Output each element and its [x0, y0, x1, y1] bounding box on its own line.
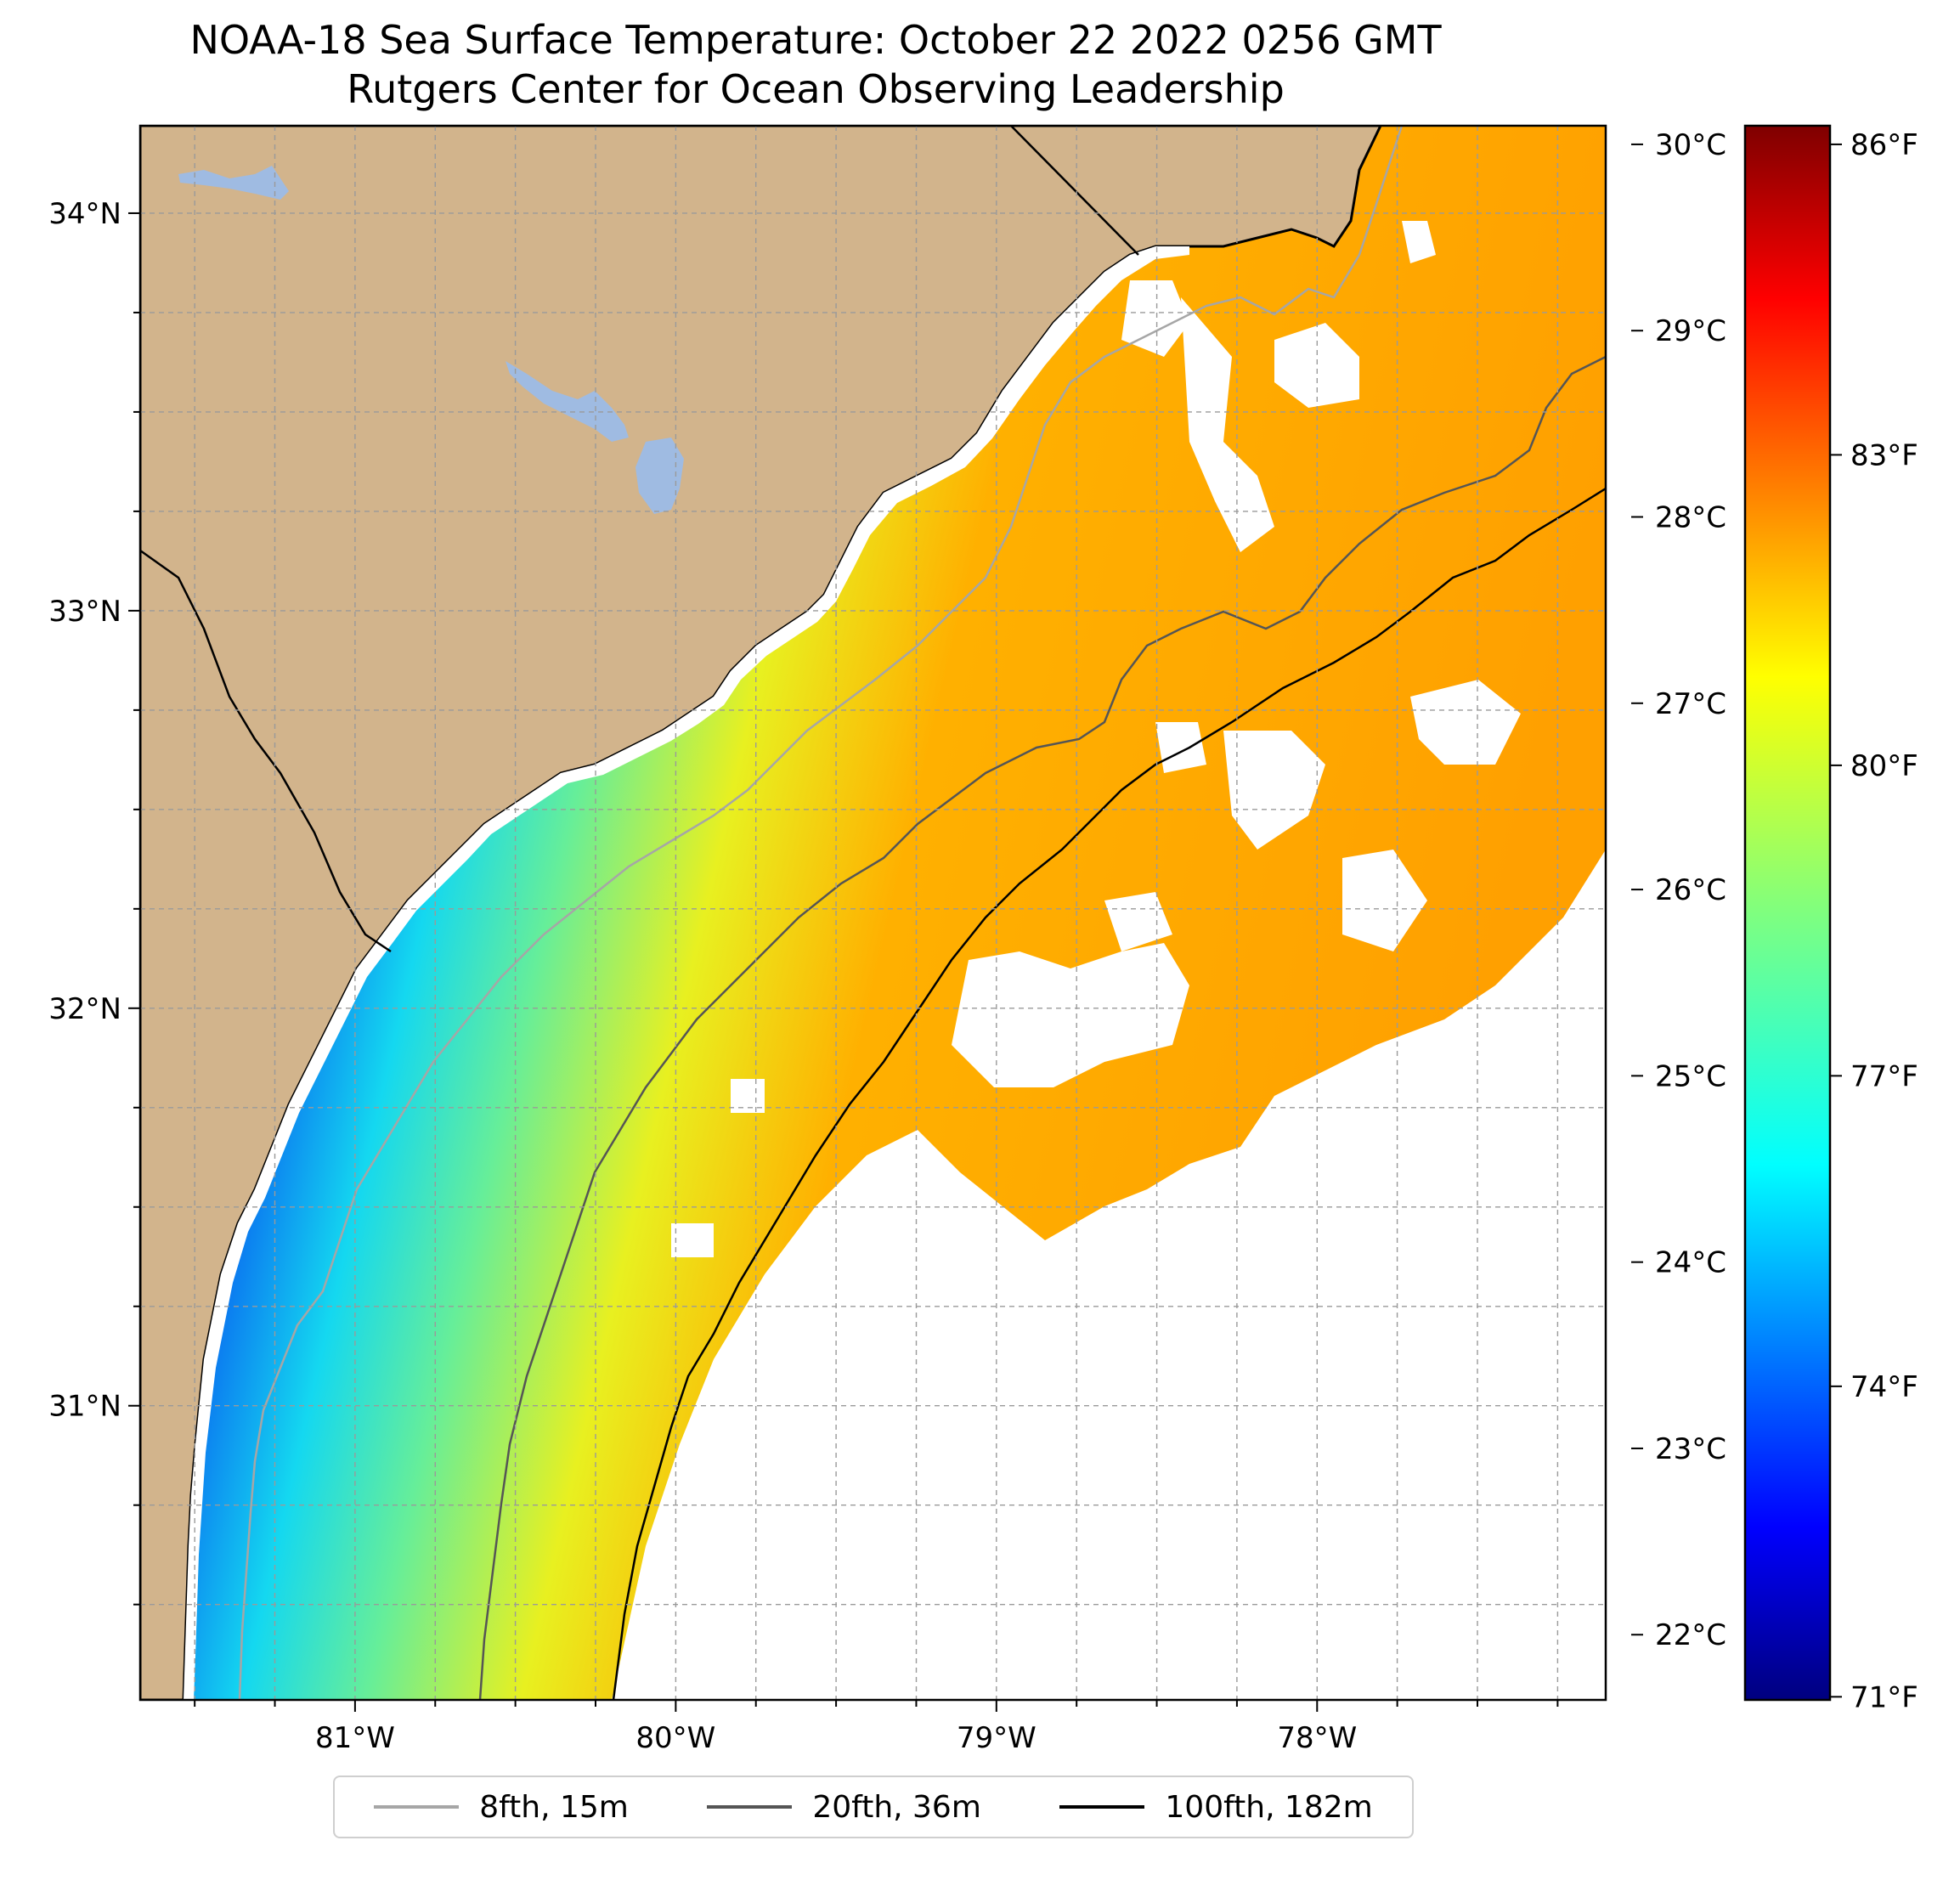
colorbar-ticks: [1631, 143, 1842, 1698]
legend-item-100fth: 100fth, 182m: [1059, 1789, 1373, 1825]
colorbar-labels: 30°C 29°C 28°C 27°C 26°C 25°C 24°C 23°C 22°C 86°F…: [1655, 128, 1918, 1714]
celsius-tick-label: 30°C: [1655, 128, 1726, 162]
state-boundary-inland: [140, 549, 392, 953]
axis-ticks: [128, 212, 1559, 1712]
legend-label: 20fth, 36m: [812, 1789, 981, 1825]
lakes: [178, 166, 684, 514]
longitude-tick-label: 78°W: [1277, 1721, 1357, 1755]
legend-label: 100fth, 182m: [1165, 1789, 1373, 1825]
title-line-2: Rutgers Center for Ocean Observing Leade…: [347, 66, 1285, 112]
map-frame: [138, 124, 1607, 1702]
celsius-tick-label: 28°C: [1655, 501, 1726, 535]
fahrenheit-tick-label: 80°F: [1850, 749, 1918, 783]
fahrenheit-tick-label: 77°F: [1850, 1059, 1918, 1093]
fahrenheit-tick-label: 74°F: [1850, 1370, 1918, 1404]
celsius-tick-label: 26°C: [1655, 873, 1726, 907]
celsius-tick-label: 24°C: [1655, 1246, 1726, 1280]
fahrenheit-tick-label: 71°F: [1850, 1680, 1918, 1714]
latitude-tick-label: 31°N: [48, 1390, 121, 1424]
state-boundary: [1010, 126, 1139, 256]
longitude-tick-label: 79°W: [957, 1721, 1036, 1755]
isobath-15m: [238, 126, 1404, 1700]
isobath-36m: [478, 355, 1606, 1700]
latitude-tick-label: 32°N: [48, 992, 121, 1026]
legend-item-20fth: 20fth, 36m: [707, 1790, 981, 1825]
isobath-legend: 8fth, 15m 20fth, 36m 100fth, 182m: [333, 1776, 1414, 1838]
isobath-182m: [612, 487, 1606, 1700]
longitude-tick-label: 80°W: [635, 1721, 715, 1755]
legend-item-8fth: 8fth, 15m: [374, 1790, 629, 1825]
title-line-1: NOAA-18 Sea Surface Temperature: October…: [189, 17, 1442, 63]
cloud-mask: [612, 221, 1606, 1700]
map-plot-area: [140, 126, 1606, 1700]
axis-labels: 81°W 80°W 79°W 78°W 34°N 33°N 32°N 31°N: [48, 197, 1357, 1755]
legend-swatch: [374, 1805, 460, 1809]
latitude-tick-label: 34°N: [48, 197, 121, 231]
celsius-tick-label: 23°C: [1655, 1432, 1726, 1466]
gridlines: [140, 126, 1606, 1700]
celsius-tick-label: 27°C: [1655, 687, 1726, 721]
celsius-tick-label: 22°C: [1655, 1618, 1726, 1652]
celsius-tick-label: 25°C: [1655, 1059, 1726, 1093]
chart-title: NOAA-18 Sea Surface Temperature: October…: [136, 15, 1495, 114]
legend-swatch: [1059, 1805, 1145, 1809]
fahrenheit-tick-label: 83°F: [1850, 438, 1918, 472]
legend-swatch: [707, 1805, 793, 1809]
colorbar: [1743, 124, 1832, 1702]
latitude-tick-label: 33°N: [48, 595, 121, 629]
celsius-tick-label: 29°C: [1655, 314, 1726, 348]
longitude-tick-label: 81°W: [315, 1721, 395, 1755]
legend-label: 8fth, 15m: [479, 1789, 629, 1825]
fahrenheit-tick-label: 86°F: [1850, 128, 1918, 162]
